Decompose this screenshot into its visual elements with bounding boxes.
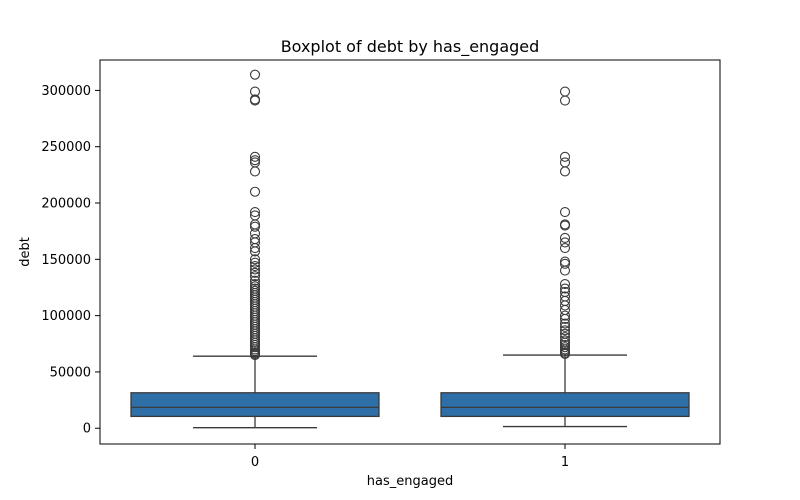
outlier-point (559, 331, 571, 343)
outlier-point (559, 166, 571, 177)
outlier-point (249, 271, 261, 282)
outlier-point (249, 349, 261, 361)
outlier-point (249, 264, 261, 275)
outlier-point (249, 221, 261, 232)
x-axis-title: has_engaged (367, 474, 453, 489)
outlier-point (249, 157, 261, 168)
y-tick-label: 150000 (41, 253, 91, 268)
y-tick-label: 200000 (41, 197, 91, 212)
plot-area-frame (99, 59, 721, 445)
outlier-point (559, 232, 571, 243)
outlier-point (249, 95, 261, 106)
outlier-point (249, 219, 261, 230)
y-tick-label: 50000 (50, 365, 91, 380)
outlier-point (249, 69, 261, 80)
y-tick-label: 100000 (41, 309, 91, 324)
x-tick-label: 0 (251, 455, 259, 470)
outlier-point (249, 257, 261, 268)
chart-title: Boxplot of debt by has_engaged (281, 37, 540, 57)
y-tick-label: 250000 (41, 140, 91, 155)
outlier-point (559, 283, 571, 294)
box-group-1 (440, 86, 690, 428)
outlier-point (249, 151, 261, 162)
boxes-layer (130, 69, 690, 429)
outlier-point (249, 254, 261, 265)
y-tick-label: 0 (83, 422, 91, 437)
outlier-point (559, 265, 571, 276)
y-axis: 0 50000 100000 150000 200000 250000 300000 (41, 84, 100, 437)
outlier-point (249, 267, 261, 278)
outlier-point (559, 157, 571, 168)
outlier-point (559, 220, 571, 231)
outlier-point (559, 348, 571, 359)
outlier-point (559, 279, 571, 290)
outlier-point (249, 275, 261, 286)
outlier-point (559, 95, 571, 106)
x-tick-label: 1 (561, 455, 569, 470)
outlier-point (559, 151, 571, 162)
y-axis-title: debt (18, 237, 33, 267)
outlier-point (559, 258, 571, 269)
outlier-point (559, 300, 571, 311)
outlier-point (559, 310, 571, 321)
outlier-point (559, 321, 571, 332)
outlier-point (249, 243, 261, 254)
outlier-point (249, 206, 261, 218)
outlier-point (249, 166, 261, 177)
outlier-point (559, 318, 571, 329)
outlier-point (559, 256, 571, 267)
outlier-point (559, 243, 571, 254)
outlier-point (249, 246, 261, 257)
outlier-point (559, 86, 571, 97)
outlier-point (559, 206, 571, 218)
outlier-point (559, 237, 571, 248)
outlier-point (249, 186, 261, 197)
outlier-point (559, 313, 571, 325)
box-group-0 (130, 69, 380, 429)
outlier-point (249, 261, 261, 272)
y-tick-label: 300000 (41, 84, 91, 99)
iqr-box (440, 392, 690, 418)
iqr-box (130, 392, 380, 418)
outlier-point (559, 325, 571, 336)
